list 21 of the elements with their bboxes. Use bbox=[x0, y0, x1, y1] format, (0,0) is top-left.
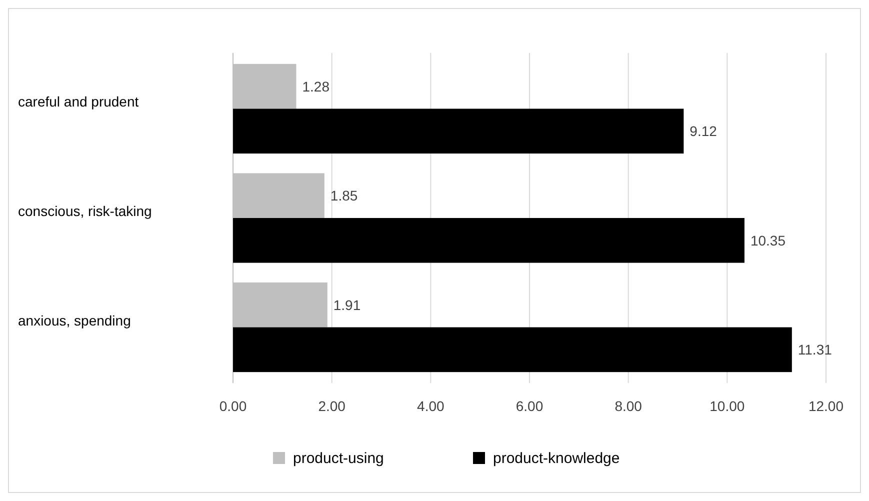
y-tick-label: careful and prudent bbox=[18, 94, 139, 110]
bar bbox=[233, 327, 792, 372]
legend-label: product-knowledge bbox=[493, 450, 620, 467]
x-tick-label: 8.00 bbox=[614, 398, 642, 414]
x-tick-label: 2.00 bbox=[318, 398, 346, 414]
y-tick-label: conscious, risk-taking bbox=[18, 203, 152, 219]
bar bbox=[233, 218, 744, 263]
data-label: 1.85 bbox=[330, 188, 358, 204]
data-label: 10.35 bbox=[750, 232, 786, 248]
x-tick-label: 0.00 bbox=[219, 398, 247, 414]
data-label: 1.91 bbox=[333, 296, 361, 313]
x-tick-label: 6.00 bbox=[516, 398, 544, 414]
bar bbox=[233, 108, 684, 154]
x-tick-label: 10.00 bbox=[710, 398, 745, 414]
data-label: 11.31 bbox=[798, 342, 832, 358]
x-tick-label: 12.00 bbox=[808, 398, 844, 414]
legend-label: product-using bbox=[293, 450, 384, 467]
data-label: 1.28 bbox=[302, 78, 330, 94]
data-label: 9.12 bbox=[690, 123, 718, 140]
x-tick-label: 4.00 bbox=[417, 398, 445, 414]
y-tick-label: anxious, spending bbox=[18, 312, 131, 328]
